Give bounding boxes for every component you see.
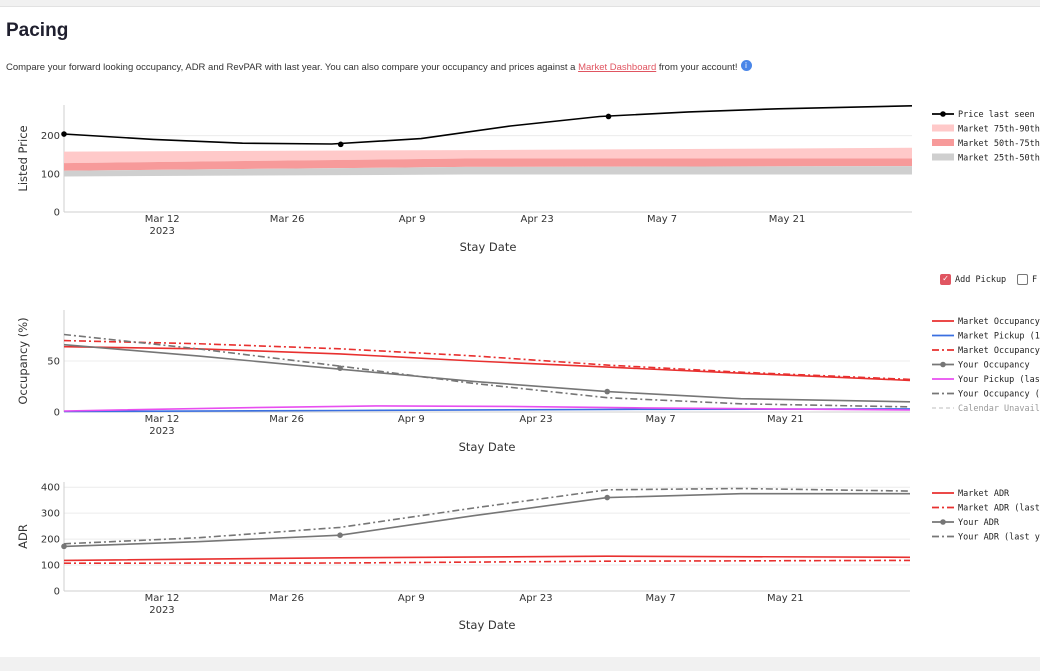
price-xtick-label: Apr 9 bbox=[399, 214, 426, 225]
legend-band-swatch bbox=[932, 153, 954, 161]
legend-label: Market 75th-90th bbox=[958, 125, 1040, 135]
market-dashboard-link[interactable]: Market Dashboard bbox=[578, 62, 657, 73]
legend-marker bbox=[940, 361, 946, 368]
price-series-line-0 bbox=[63, 105, 913, 145]
legend-marker bbox=[940, 519, 946, 525]
legend-label: Market Occupancy bbox=[958, 346, 1040, 356]
price-ytick-label: 100 bbox=[41, 169, 60, 180]
second-checkbox[interactable] bbox=[1017, 274, 1028, 285]
occupancy-y-axis-label: Occupancy (%) bbox=[16, 317, 30, 404]
occupancy-series-line-3 bbox=[63, 343, 911, 403]
legend-label: Market ADR bbox=[958, 489, 1010, 499]
legend-label: Market 25th-50th bbox=[958, 154, 1040, 164]
second-toggle[interactable]: F bbox=[1017, 274, 1037, 285]
occupancy-ytick-label: 50 bbox=[47, 357, 60, 368]
price-ytick-label: 200 bbox=[41, 131, 60, 142]
adr-ytick-label: 200 bbox=[41, 535, 60, 546]
adr-ytick-label: 300 bbox=[41, 509, 60, 520]
price-xtick-label: Mar 12 bbox=[145, 214, 180, 225]
occupancy-series-line-5 bbox=[63, 333, 911, 408]
info-icon[interactable]: i bbox=[740, 60, 752, 71]
adr-xtick-label: May 21 bbox=[767, 593, 804, 604]
adr-xtick-label: Apr 23 bbox=[519, 593, 552, 604]
legend-label: Market ADR (last bbox=[958, 504, 1040, 514]
add-pickup-toggle[interactable]: ✓ Add Pickup bbox=[940, 274, 1006, 285]
occupancy-xtick-year: 2023 bbox=[149, 426, 174, 437]
occupancy-series-point bbox=[337, 365, 343, 371]
add-pickup-checkbox[interactable]: ✓ bbox=[940, 274, 951, 285]
price-xtick-label: Mar 26 bbox=[270, 214, 305, 225]
price-xtick-label: May 21 bbox=[769, 214, 806, 225]
occupancy-xtick-label: Apr 9 bbox=[398, 414, 425, 425]
occupancy-series-line-2 bbox=[63, 339, 911, 381]
legend-label: Market Pickup (1 bbox=[958, 332, 1040, 342]
occupancy-xtick-label: Mar 26 bbox=[269, 414, 304, 425]
price-y-axis-label: Listed Price bbox=[16, 125, 30, 191]
adr-y-axis-label: ADR bbox=[16, 524, 30, 549]
price-x-axis-label: Stay Date bbox=[460, 240, 517, 254]
adr-ytick-label: 100 bbox=[41, 561, 60, 572]
add-pickup-label: Add Pickup bbox=[955, 275, 1007, 285]
occupancy-series-line-0 bbox=[63, 345, 911, 382]
second-toggle-label: F bbox=[1032, 275, 1038, 285]
legend-label: Your Occupancy bbox=[958, 361, 1030, 371]
price-ytick-label: 0 bbox=[54, 208, 60, 219]
adr-xtick-year: 2023 bbox=[149, 605, 174, 616]
legend-label: Your Occupancy (l bbox=[958, 390, 1040, 400]
legend-marker bbox=[940, 111, 946, 117]
adr-series-point bbox=[604, 494, 611, 501]
price-series-point bbox=[337, 141, 344, 148]
adr-xtick-label: Mar 12 bbox=[145, 593, 180, 604]
price-series-point bbox=[61, 131, 67, 137]
description-text-end: from your account! bbox=[656, 62, 738, 73]
price-series-point bbox=[605, 113, 612, 120]
occupancy-series-line-4 bbox=[63, 405, 911, 412]
adr-series-point bbox=[337, 532, 343, 539]
adr-ytick-label: 400 bbox=[41, 483, 60, 494]
occupancy-xtick-label: May 7 bbox=[646, 414, 676, 425]
legend-label: Your Pickup (last bbox=[958, 375, 1040, 385]
adr-series-point bbox=[61, 543, 67, 550]
description-text: Compare your forward looking occupancy, … bbox=[6, 62, 579, 73]
adr-xtick-label: Apr 9 bbox=[398, 593, 425, 604]
adr-xtick-label: Mar 26 bbox=[269, 593, 304, 604]
adr-series-line-2 bbox=[63, 492, 910, 548]
occupancy-xtick-label: Mar 12 bbox=[145, 414, 180, 425]
legend-band-swatch bbox=[932, 139, 954, 146]
occupancy-xtick-label: Apr 23 bbox=[519, 414, 552, 425]
price-xtick-year: 2023 bbox=[149, 226, 174, 237]
adr-xtick-label: May 7 bbox=[646, 593, 676, 604]
adr-series-line-1 bbox=[63, 559, 911, 564]
pacing-card bbox=[0, 6, 1040, 657]
occupancy-xtick-label: May 21 bbox=[767, 414, 804, 425]
adr-series-line-0 bbox=[63, 555, 911, 562]
page-description: Compare your forward looking occupancy, … bbox=[6, 60, 752, 73]
legend-label: Market Occupancy bbox=[958, 317, 1040, 327]
band-2 bbox=[64, 166, 912, 177]
legend-label: Your ADR bbox=[958, 518, 1000, 528]
price-xtick-label: Apr 23 bbox=[520, 214, 553, 225]
page-title: Pacing bbox=[6, 20, 69, 41]
price-xtick-label: May 7 bbox=[647, 214, 677, 225]
legend-label: Your ADR (last ye bbox=[958, 533, 1040, 543]
occupancy-x-axis-label: Stay Date bbox=[459, 440, 516, 454]
legend-label: Market 50th-75th bbox=[958, 139, 1040, 149]
legend-band-swatch bbox=[932, 124, 954, 132]
adr-series-line-3 bbox=[63, 487, 911, 545]
adr-ytick-label: 0 bbox=[54, 587, 60, 598]
legend-label: Price last seen bbox=[958, 110, 1035, 120]
occupancy-ytick-label: 0 bbox=[54, 408, 60, 419]
band-0 bbox=[64, 147, 912, 164]
band-1 bbox=[64, 158, 912, 171]
occupancy-series-point bbox=[604, 388, 611, 395]
adr-x-axis-label: Stay Date bbox=[459, 618, 516, 632]
legend-label: Calendar Unavaila bbox=[958, 404, 1040, 414]
